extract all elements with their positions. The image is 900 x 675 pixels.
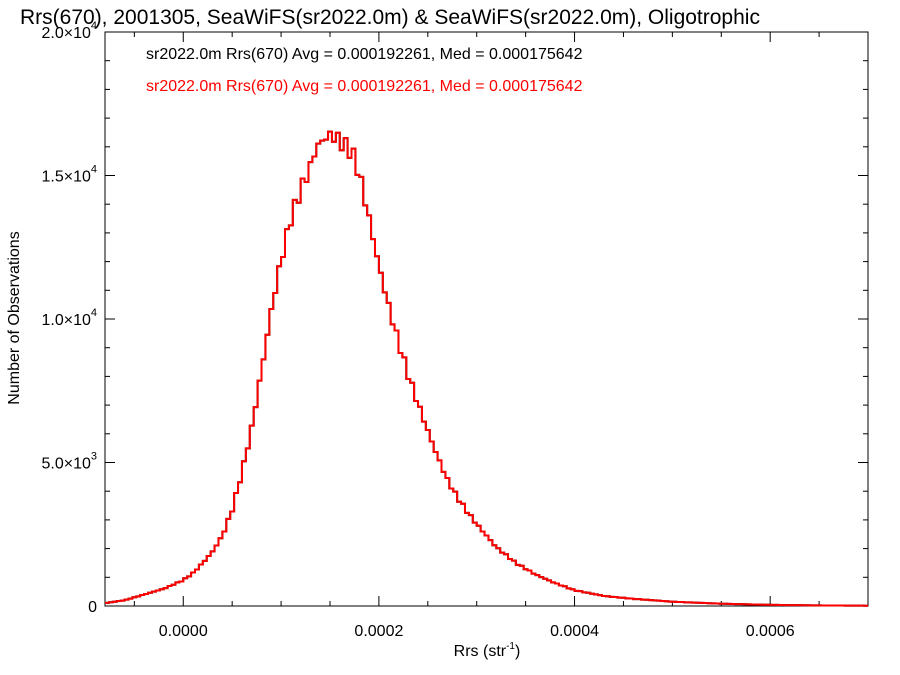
x-axis-label-close: ) xyxy=(515,643,520,660)
y-tick-label: 5.0×103 xyxy=(41,451,97,473)
x-tick-label: 0.0002 xyxy=(354,623,403,640)
histogram-series-red xyxy=(105,130,868,607)
x-axis-label-main: Rrs (str xyxy=(454,643,507,660)
y-tick-label: 1.0×104 xyxy=(41,307,97,329)
series-layer xyxy=(105,130,868,607)
y-tick-label: 2.0×104 xyxy=(41,20,97,42)
x-axis-label-superscript: -1 xyxy=(506,641,515,652)
x-tick-label: 0.0000 xyxy=(159,623,208,640)
y-tick-label: 0 xyxy=(88,599,97,616)
x-axis-label: Rrs (str-1) xyxy=(454,641,521,660)
legend-entry-black: sr2022.0m Rrs(670) Avg = 0.000192261, Me… xyxy=(146,46,583,63)
axis-ticks: 0.0000 0.0002 0.0004 0.0006 0 5.0×103 1.0×104 1… xyxy=(41,20,869,640)
chart-title: Rrs(670), 2001305, SeaWiFS(sr2022.0m) & … xyxy=(20,6,760,29)
plot-area: 0.0000 0.0002 0.0004 0.0006 0 5.0×103 1.0×104 1… xyxy=(41,20,869,640)
x-tick-label: 0.0006 xyxy=(746,623,795,640)
legend-entry-red: sr2022.0m Rrs(670) Avg = 0.000192261, Me… xyxy=(146,78,583,95)
legend: sr2022.0m Rrs(670) Avg = 0.000192261, Me… xyxy=(146,46,583,95)
plot-frame xyxy=(104,31,869,607)
y-axis-label: Number of Observations xyxy=(6,231,23,404)
x-tick-label: 0.0004 xyxy=(550,623,599,640)
y-tick-label: 1.5×104 xyxy=(41,164,97,186)
